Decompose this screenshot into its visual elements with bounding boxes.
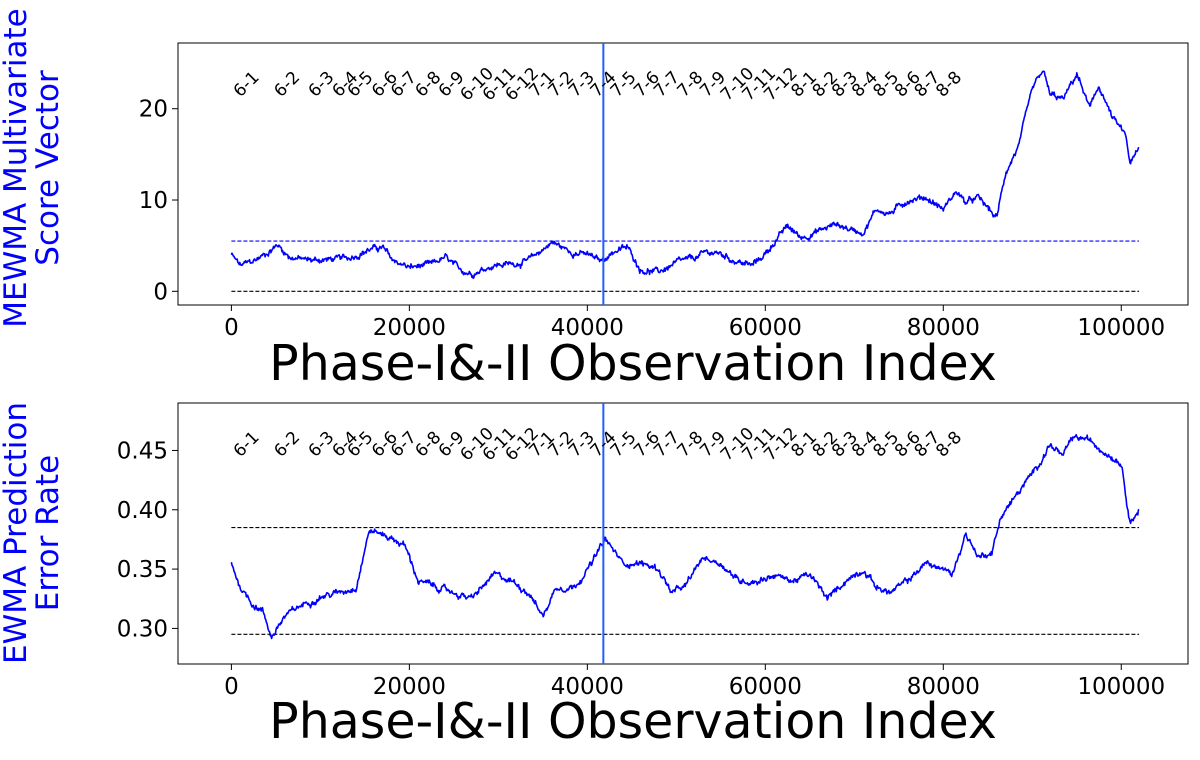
y-axis-label: Score Vector — [30, 70, 66, 266]
x-tick-label: 60000 — [729, 674, 802, 700]
x-tick-label: 60000 — [729, 315, 802, 341]
y-axis-label: EWMA Prediction — [0, 402, 34, 664]
x-tick-label: 80000 — [907, 315, 980, 341]
x-tick-label: 80000 — [907, 674, 980, 700]
month-label: 6-1 — [230, 428, 264, 462]
x-axis-label: Phase-I&-II Observation Index — [269, 335, 997, 392]
month-label: 8-8 — [932, 428, 966, 462]
x-tick-label: 100000 — [1077, 315, 1165, 341]
x-tick-label: 100000 — [1077, 674, 1165, 700]
series-line — [230, 433, 1140, 640]
x-axis-label: Phase-I&-II Observation Index — [269, 693, 997, 750]
y-tick-label: 0.45 — [117, 438, 168, 464]
y-tick-label: 0.40 — [117, 498, 168, 524]
month-label: 6-2 — [270, 428, 304, 462]
month-label: 8-8 — [932, 68, 966, 102]
y-tick-label: 0 — [153, 279, 168, 305]
y-tick-label: 0.35 — [117, 557, 168, 583]
x-tick-label: 0 — [224, 674, 239, 700]
series-line — [230, 70, 1140, 280]
month-label: 6-2 — [270, 68, 304, 102]
y-axis-label: MEWMA Multivariate — [0, 8, 34, 328]
plot-frame — [177, 402, 1189, 665]
error-rate-panel: 6-1 6-2 6-36-46-56-66-76-86-96-106-116-127… — [0, 402, 1189, 750]
plot-frame — [177, 42, 1189, 306]
y-tick-label: 0.30 — [117, 616, 168, 642]
x-tick-label: 40000 — [551, 674, 624, 700]
month-label: 6-1 — [230, 68, 264, 102]
y-tick-label: 20 — [139, 97, 168, 123]
y-axis-label: Error Rate — [30, 455, 66, 612]
x-tick-label: 20000 — [373, 315, 446, 341]
y-tick-label: 10 — [139, 188, 168, 214]
x-tick-label: 20000 — [373, 674, 446, 700]
x-tick-label: 0 — [224, 315, 239, 341]
score-vector-panel: 6-1 6-2 6-36-46-56-66-76-86-96-106-116-127… — [0, 8, 1189, 392]
x-tick-label: 40000 — [551, 315, 624, 341]
